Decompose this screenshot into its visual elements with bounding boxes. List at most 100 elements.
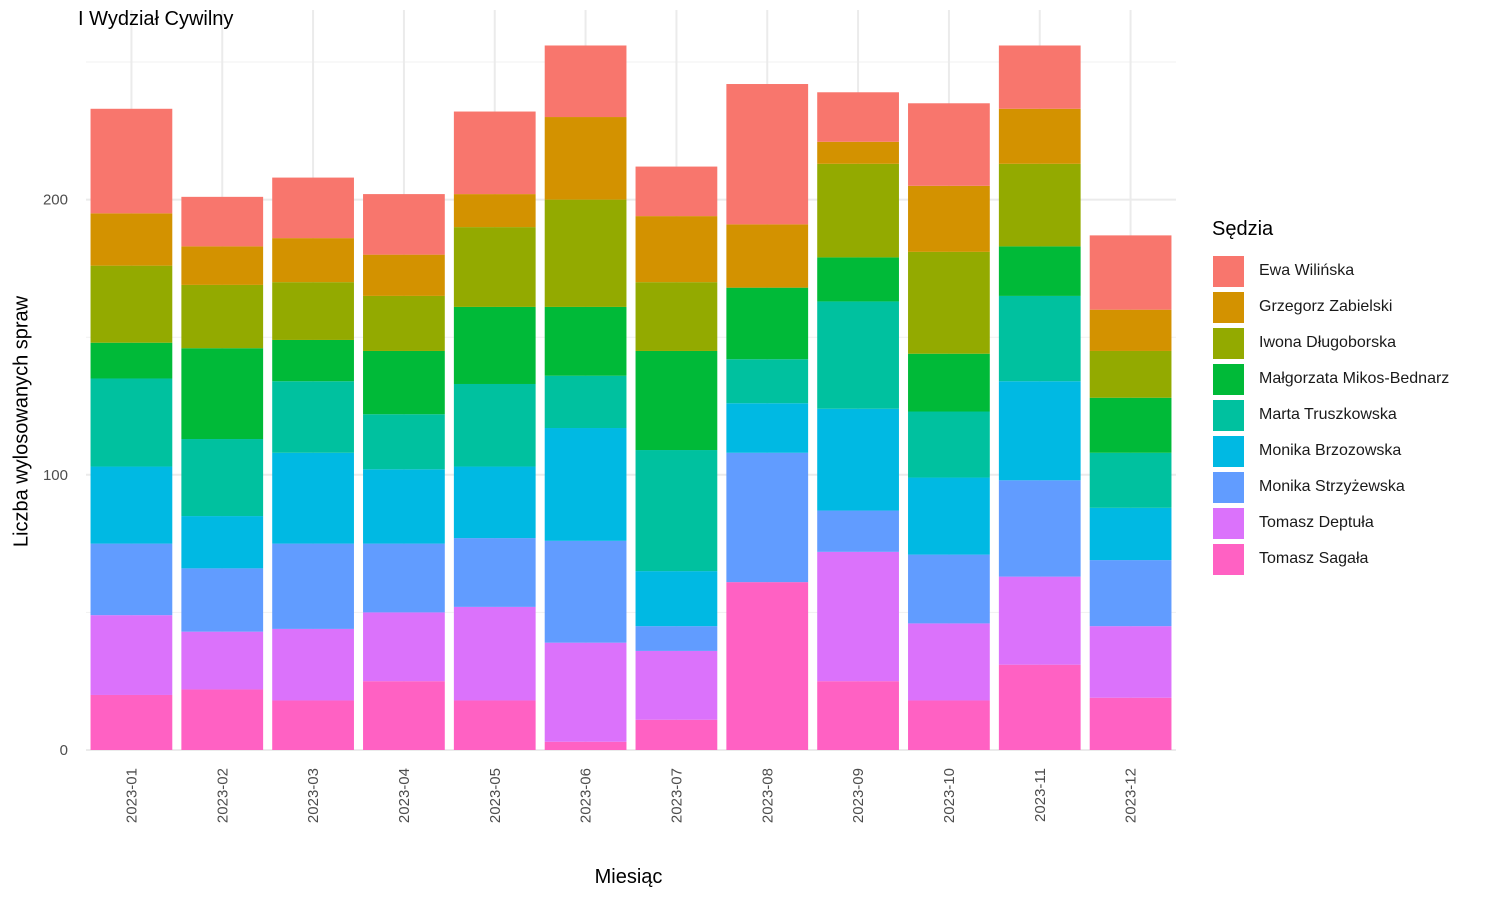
bar-segment	[817, 681, 899, 750]
bar-segment	[181, 689, 264, 750]
bar-segment	[544, 306, 627, 376]
bar-segment	[181, 631, 264, 690]
legend-swatch	[1212, 434, 1245, 468]
bar-segment	[817, 510, 899, 552]
legend-label: Marta Truszkowska	[1259, 406, 1397, 423]
legend-label: Małgorzata Mikos-Bednarz	[1259, 370, 1450, 387]
x-tick-label: 2023-09	[850, 768, 867, 823]
bar-segment	[998, 576, 1081, 665]
bar-segment	[998, 45, 1081, 109]
bar-segment	[908, 554, 990, 624]
legend: Sędzia Ewa Wilińska Grzegorz Zabielski Iwo…	[1212, 218, 1449, 577]
bar-segment	[90, 543, 173, 616]
legend-label: Ewa Wilińska	[1259, 262, 1355, 279]
bar-segment	[544, 741, 627, 750]
x-tick-label: 2023-07	[668, 768, 685, 823]
bar-segment	[1089, 452, 1172, 508]
bar-segment	[453, 306, 536, 384]
bar-segment	[998, 480, 1081, 577]
bar-segment	[453, 700, 536, 750]
bar-segment	[181, 439, 264, 517]
bar-segment	[998, 246, 1081, 296]
bar-segment	[635, 719, 718, 750]
bar-segment	[908, 623, 990, 701]
bar-segment	[453, 606, 536, 701]
bar-segment	[726, 452, 809, 583]
bar-segment	[635, 626, 718, 651]
legend-item: Tomasz Sagała	[1212, 541, 1449, 577]
bar-segment	[817, 257, 899, 302]
legend-swatch	[1212, 470, 1245, 504]
bar-segment	[1089, 626, 1172, 698]
legend-item: Iwona Długoborska	[1212, 325, 1449, 361]
bar-segment	[181, 246, 264, 285]
bar-segment	[908, 103, 990, 186]
bar-segment	[817, 163, 899, 258]
bar-segment	[726, 84, 809, 225]
legend-label: Monika Strzyżewska	[1259, 478, 1405, 495]
x-tick-label: 2023-12	[1123, 768, 1140, 823]
bar-segment	[635, 571, 718, 627]
bar-segment	[363, 414, 445, 470]
bar-segment	[908, 185, 990, 252]
legend-swatch	[1212, 362, 1245, 396]
bar-segment	[90, 466, 173, 544]
legend-label: Monika Brzozowska	[1259, 442, 1402, 459]
bars	[90, 45, 1172, 750]
bar-segment	[544, 642, 627, 742]
bar-segment	[363, 254, 445, 296]
bar-segment	[181, 568, 264, 632]
bar-segment	[90, 108, 173, 214]
y-axis-label: Liczba wylosowanych spraw	[10, 295, 33, 548]
bar-segment	[181, 516, 264, 569]
bar-segment	[817, 408, 899, 511]
legend-swatch	[1212, 398, 1245, 432]
bar-segment	[908, 477, 990, 555]
bar-segment	[453, 227, 536, 307]
bar-segment	[90, 342, 173, 379]
bar-segment	[363, 681, 445, 750]
legend-item: Tomasz Deptuła	[1212, 505, 1449, 541]
bar-segment	[817, 141, 899, 164]
bar-segment	[453, 194, 536, 228]
bar-segment	[1089, 309, 1172, 351]
legend-items: Ewa Wilińska Grzegorz Zabielski Iwona Dług…	[1212, 253, 1449, 577]
bar-segment	[726, 582, 809, 750]
bar-segment	[544, 540, 627, 643]
bar-segment	[181, 284, 264, 349]
y-tick-label: 200	[43, 192, 68, 209]
legend-item: Monika Brzozowska	[1212, 433, 1449, 469]
bar-segment	[453, 111, 536, 195]
bar-segment	[363, 543, 445, 613]
x-tick-label: 2023-10	[941, 768, 958, 823]
bar-segment	[90, 694, 173, 750]
bar-segment	[453, 538, 536, 607]
bar-segment	[272, 177, 354, 239]
bar-segment	[272, 543, 354, 629]
x-tick-label: 2023-01	[123, 768, 140, 823]
bar-segment	[363, 350, 445, 415]
bar-segment	[363, 194, 445, 255]
bar-segment	[726, 287, 809, 360]
bar-segment	[90, 213, 173, 266]
bar-segment	[272, 452, 354, 544]
bar-segment	[544, 375, 627, 429]
bar-segment	[272, 282, 354, 340]
bar-segment	[272, 628, 354, 701]
bar-segment	[817, 92, 899, 142]
legend-title: Sędzia	[1212, 218, 1274, 240]
bar-segment	[363, 295, 445, 351]
legend-label: Iwona Długoborska	[1259, 334, 1396, 351]
x-tick-label: 2023-02	[214, 768, 231, 823]
bar-segment	[90, 265, 173, 343]
bar-segment	[1089, 350, 1172, 398]
x-tick-label: 2023-06	[578, 768, 595, 823]
legend-swatch	[1212, 506, 1245, 540]
legend-item: Grzegorz Zabielski	[1212, 289, 1449, 325]
legend-swatch	[1212, 254, 1245, 288]
x-axis-label: Miesiąc	[594, 866, 663, 888]
x-tick-labels: 2023-01 2023-02 2023-03 2023-04 2023-05 2023-…	[123, 768, 1139, 823]
bar-segment	[635, 166, 718, 217]
y-tick-labels: 0 100 200	[43, 192, 68, 759]
bar-segment	[90, 378, 173, 467]
